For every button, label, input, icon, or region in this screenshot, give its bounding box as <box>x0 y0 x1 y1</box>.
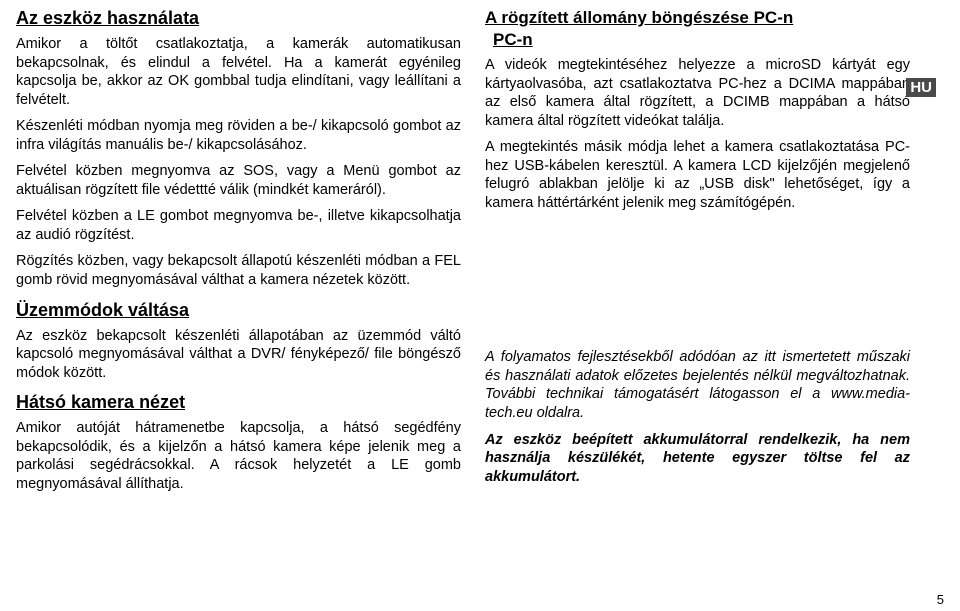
right-column: A rögzített állomány böngészése PC-n PC-… <box>485 8 944 501</box>
heading-modes: Üzemmódok váltása <box>16 300 461 321</box>
left-column: Az eszköz használata Amikor a töltőt csa… <box>16 8 461 501</box>
paragraph: Amikor a töltőt csatlakoztatja, a kamerá… <box>16 35 461 109</box>
paragraph: Az eszköz bekapcsolt készenléti állapotá… <box>16 327 461 383</box>
paragraph: A megtekintés másik módja lehet a kamera… <box>485 138 944 212</box>
heading-browse-pc: A rögzített állomány böngészése PC-n <box>485 8 944 28</box>
paragraph-disclaimer: A folyamatos fejlesztésekből adódóan az … <box>485 348 944 422</box>
paragraph: Felvétel közben a LE gombot megnyomva be… <box>16 207 461 244</box>
spacer <box>485 220 944 348</box>
paragraph: Készenléti módban nyomja meg röviden a b… <box>16 117 461 154</box>
paragraph-battery-note: Az eszköz beépített akkumulátorral rende… <box>485 431 944 487</box>
heading-browse-pc-sub: PC-n <box>493 30 944 50</box>
language-badge: HU <box>906 78 936 97</box>
page-number: 5 <box>937 592 944 607</box>
paragraph: Rögzítés közben, vagy bekapcsolt állapot… <box>16 252 461 289</box>
paragraph: A videók megtekintéséhez helyezze a micr… <box>485 56 944 130</box>
paragraph: Amikor autóját hátramenetbe kapcsolja, a… <box>16 419 461 493</box>
paragraph: Felvétel közben megnyomva az SOS, vagy a… <box>16 162 461 199</box>
heading-rear-camera: Hátsó kamera nézet <box>16 392 461 413</box>
heading-usage: Az eszköz használata <box>16 8 461 29</box>
